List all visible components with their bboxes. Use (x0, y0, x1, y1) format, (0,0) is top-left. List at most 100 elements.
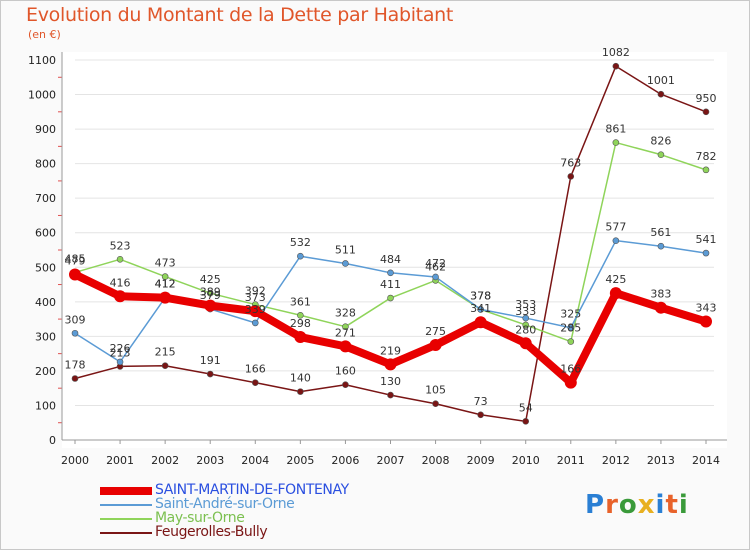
data-point (567, 338, 575, 345)
data-label: 383 (650, 288, 671, 301)
data-label: 412 (155, 278, 176, 291)
data-point (387, 294, 394, 302)
data-label: 73 (474, 395, 488, 408)
data-label: 511 (335, 243, 356, 256)
data-point (69, 268, 81, 281)
data-label: 275 (425, 325, 446, 338)
data-point (116, 358, 124, 366)
data-point (702, 108, 710, 116)
data-label: 425 (200, 273, 221, 286)
data-label: 1082 (602, 46, 630, 59)
data-label: 378 (470, 289, 491, 302)
data-point (251, 379, 259, 386)
data-point (249, 305, 262, 318)
logo-letter: r (605, 490, 619, 520)
data-point (474, 316, 487, 329)
logo-letter: t (665, 490, 679, 520)
data-point (612, 139, 620, 146)
data-point (384, 358, 397, 371)
data-label: 389 (200, 286, 221, 299)
x-tick-label: 2003 (196, 454, 224, 467)
data-label: 379 (200, 289, 221, 302)
data-point (522, 321, 530, 329)
data-point (564, 376, 577, 389)
data-label: 140 (290, 372, 311, 385)
x-tick-label: 2000 (61, 454, 89, 467)
legend-label: May-sur-Orne (155, 510, 245, 526)
x-tick-label: 2013 (647, 454, 675, 467)
data-label: 361 (290, 295, 311, 308)
data-point (342, 381, 349, 389)
data-point (432, 400, 439, 408)
data-label: 333 (515, 305, 536, 318)
legend-swatch (100, 487, 152, 495)
logo-letter: i (678, 490, 689, 520)
data-label: 462 (425, 260, 446, 273)
logo-letter: i (655, 490, 666, 520)
data-label: 178 (65, 359, 86, 372)
data-label: 339 (245, 303, 266, 316)
data-label: 484 (380, 253, 401, 266)
x-tick-label: 2004 (241, 454, 269, 467)
data-label: 166 (560, 363, 581, 376)
data-label: 577 (605, 221, 626, 234)
data-label: 325 (560, 308, 581, 321)
data-label: 541 (696, 233, 717, 246)
data-point (702, 166, 710, 174)
data-label: 226 (110, 342, 131, 355)
data-point (702, 249, 710, 257)
data-label: 392 (245, 285, 266, 298)
data-point (294, 331, 307, 344)
data-label: 191 (200, 354, 221, 367)
data-label: 782 (696, 150, 717, 163)
data-label: 532 (290, 236, 311, 249)
data-label: 411 (380, 278, 401, 291)
data-point (657, 151, 665, 158)
data-label: 479 (65, 255, 86, 268)
data-point (567, 173, 575, 180)
data-label: 215 (155, 346, 176, 359)
data-label: 485 (65, 252, 86, 265)
legend-swatch (100, 532, 152, 534)
y-tick-label: 400 (35, 296, 56, 309)
data-label: 763 (560, 156, 581, 169)
data-label: 309 (65, 313, 86, 326)
data-point (159, 291, 172, 304)
y-tick-label: 200 (35, 365, 56, 378)
data-point (116, 256, 124, 263)
data-label: 950 (696, 92, 717, 105)
data-label: 412 (155, 278, 176, 291)
x-tick-label: 2014 (692, 454, 720, 467)
chart-unit-label: (en €) (28, 28, 61, 41)
data-point (339, 340, 352, 353)
data-label: 160 (335, 365, 356, 378)
y-tick-label: 1100 (28, 54, 56, 67)
logo-letter: x (637, 490, 656, 520)
data-point (206, 370, 214, 378)
plot-background (62, 52, 727, 448)
x-tick-label: 2001 (106, 454, 134, 467)
data-label: 213 (110, 346, 131, 359)
data-label: 54 (519, 401, 533, 414)
data-label: 353 (515, 298, 536, 311)
legend-swatch (100, 504, 152, 506)
data-point (700, 315, 712, 328)
data-label: 343 (696, 302, 717, 315)
legend-label: Feugerolles-Bully (155, 524, 268, 540)
line-chart: 0 100 200 300 400 500 600 700 800 900 1000 1100 2000… (28, 46, 727, 467)
data-point (161, 362, 169, 370)
y-tick-label: 600 (35, 227, 56, 240)
data-point (657, 90, 665, 98)
data-point (387, 269, 394, 277)
data-point (429, 339, 442, 351)
data-point (522, 418, 530, 425)
x-tick-label: 2008 (422, 454, 450, 467)
data-label: 861 (605, 123, 626, 136)
logo-letter: P (585, 490, 606, 520)
legend-label: Saint-André-sur-Orne (155, 496, 295, 512)
data-label: 105 (425, 384, 446, 397)
data-point (71, 375, 79, 382)
x-tick-label: 2007 (377, 454, 405, 467)
data-point (297, 311, 304, 319)
data-point (477, 411, 484, 419)
